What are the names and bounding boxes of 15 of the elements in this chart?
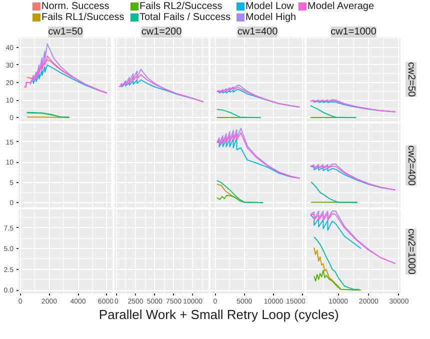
legend-label: Fails RL1/Success [42,12,124,23]
chart-title: cw1=1000 [330,26,377,38]
y2-axis-title: cw2=1000 [406,228,416,275]
chart-title: cw1=400 [237,26,278,38]
chart-title: cw1=200 [141,26,182,38]
y2-axis-title: cw2=50 [406,62,416,98]
legend-label: Model Low [246,1,295,12]
legend-label: Model Average [308,1,374,12]
legend-label: Norm. Success [42,1,110,12]
chart-title: cw1=50 [48,26,84,38]
x-axis-title: Parallel Work + Small Retry Loop (cycles) [98,307,339,322]
y2-axis-title: cw2=400 [406,145,416,186]
legend-label: Fails RL2/Success [140,1,222,12]
legend-label: Total Fails / Success [140,12,231,23]
legend-label: Model High [246,12,296,23]
